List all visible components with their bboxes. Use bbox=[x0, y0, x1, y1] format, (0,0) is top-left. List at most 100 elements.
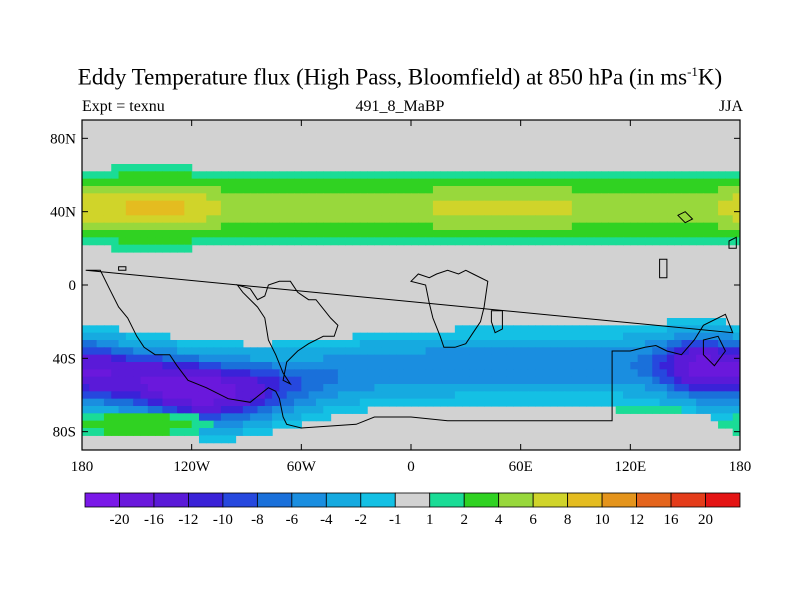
field-cell bbox=[235, 398, 244, 407]
field-cell bbox=[250, 237, 259, 246]
field-cell bbox=[323, 340, 332, 348]
field-cell bbox=[491, 354, 500, 363]
field-cell bbox=[286, 215, 295, 224]
field-cell bbox=[286, 186, 295, 194]
field-cell bbox=[184, 398, 193, 407]
field-cell bbox=[250, 347, 259, 356]
field-cell bbox=[666, 222, 675, 231]
field-cell bbox=[593, 200, 602, 209]
field-cell bbox=[571, 362, 580, 370]
field-cell bbox=[498, 193, 507, 202]
field-cell bbox=[542, 200, 551, 209]
field-cell bbox=[469, 376, 478, 385]
field-cell bbox=[696, 230, 705, 238]
field-cell bbox=[586, 200, 595, 209]
field-cell bbox=[593, 215, 602, 224]
field-cell bbox=[389, 362, 397, 370]
field-cell bbox=[644, 186, 653, 194]
field-cell bbox=[257, 391, 266, 400]
field-cell bbox=[337, 398, 346, 407]
field-cell bbox=[381, 200, 390, 209]
field-cell bbox=[725, 208, 734, 216]
field-cell bbox=[469, 325, 478, 334]
field-cell bbox=[264, 420, 273, 429]
field-cell bbox=[286, 237, 295, 246]
field-cell bbox=[411, 186, 419, 194]
field-cell bbox=[374, 171, 383, 180]
field-cell bbox=[425, 354, 434, 363]
coastline bbox=[490, 310, 503, 334]
x-tick-label: 180 bbox=[71, 459, 94, 475]
coastline bbox=[728, 236, 737, 249]
field-cell bbox=[703, 215, 712, 224]
field-cell bbox=[133, 200, 142, 209]
field-cell bbox=[608, 222, 617, 231]
field-cell bbox=[133, 362, 142, 370]
field-cell bbox=[155, 406, 164, 414]
field-cell bbox=[82, 384, 90, 392]
field-cell bbox=[294, 222, 302, 231]
field-cell bbox=[520, 384, 529, 392]
field-cell bbox=[301, 215, 310, 224]
field-cell bbox=[111, 391, 120, 400]
colorbar-label: 20 bbox=[698, 512, 713, 528]
field-cell bbox=[103, 376, 112, 385]
field-cell bbox=[615, 230, 624, 238]
field-cell bbox=[703, 171, 712, 180]
field-cell bbox=[462, 186, 471, 194]
colorbar-swatch bbox=[188, 492, 224, 508]
field-cell bbox=[184, 384, 193, 392]
field-cell bbox=[557, 230, 566, 238]
field-cell bbox=[374, 222, 383, 231]
field-cell bbox=[206, 398, 215, 407]
field-cell bbox=[725, 230, 734, 238]
field-cell bbox=[454, 332, 463, 341]
field-cell bbox=[359, 376, 368, 385]
field-cell bbox=[447, 340, 456, 348]
field-cell bbox=[396, 237, 405, 246]
field-cell bbox=[250, 413, 259, 422]
coastline bbox=[236, 280, 339, 386]
coastlines bbox=[85, 211, 737, 429]
field-cell bbox=[666, 186, 675, 194]
field-cell bbox=[396, 193, 405, 202]
field-cell bbox=[674, 186, 683, 194]
colorbar-label: -12 bbox=[178, 512, 198, 528]
field-cell bbox=[169, 230, 178, 238]
field-cell bbox=[411, 200, 419, 209]
field-cell bbox=[242, 186, 251, 194]
field-cell bbox=[535, 186, 544, 194]
field-cell bbox=[425, 178, 434, 187]
field-cell bbox=[118, 237, 127, 246]
field-cell bbox=[659, 376, 668, 385]
field-cell bbox=[718, 347, 726, 356]
field-cell bbox=[396, 171, 405, 180]
field-cell bbox=[308, 193, 317, 202]
field-cell bbox=[359, 222, 368, 231]
field-cell bbox=[579, 391, 588, 400]
field-cell bbox=[681, 354, 690, 363]
field-cell bbox=[96, 171, 105, 180]
field-cell bbox=[206, 230, 215, 238]
field-cell bbox=[418, 347, 427, 356]
field-cell bbox=[308, 186, 317, 194]
field-cell bbox=[257, 362, 266, 370]
field-cell bbox=[469, 171, 478, 180]
field-cell bbox=[454, 354, 463, 363]
field-cell bbox=[257, 428, 266, 436]
field-cell bbox=[147, 178, 156, 187]
field-cell bbox=[513, 208, 522, 216]
field-cell bbox=[571, 200, 580, 209]
field-cell bbox=[169, 237, 178, 246]
field-cell bbox=[206, 237, 215, 246]
colorbar-swatch bbox=[222, 492, 258, 508]
field-cell bbox=[476, 332, 485, 341]
field-cell bbox=[198, 171, 207, 180]
field-cell bbox=[469, 215, 478, 224]
field-cell bbox=[286, 347, 295, 356]
field-cell bbox=[615, 200, 624, 209]
field-cell bbox=[403, 354, 412, 363]
field-cell bbox=[242, 230, 251, 238]
field-cell bbox=[659, 391, 668, 400]
